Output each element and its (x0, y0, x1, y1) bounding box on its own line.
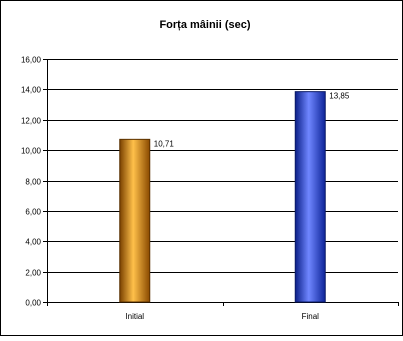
data-label-initial: 10,71 (154, 139, 175, 148)
data-label-final: 13,85 (329, 92, 350, 101)
x-tick-label: Final (302, 312, 320, 321)
y-tick-label: 12,00 (21, 117, 42, 126)
labels: 0,00 2,00 4,00 6,00 8,00 10,00 12,00 14,00 16,00… (21, 56, 350, 322)
axes (43, 59, 399, 306)
gridlines (47, 59, 398, 273)
y-tick-label: 14,00 (21, 86, 42, 95)
bar-final (294, 91, 326, 303)
y-tick-label: 16,00 (21, 56, 42, 65)
chart-title: Forța mâinii (sec) (159, 19, 250, 31)
y-tick-label: 4,00 (25, 238, 41, 247)
bar-initial (119, 138, 151, 303)
y-tick-label: 0,00 (25, 299, 41, 308)
y-tick-label: 10,00 (21, 147, 42, 156)
y-tick-label: 2,00 (25, 269, 41, 278)
y-tick-label: 8,00 (25, 178, 41, 187)
x-tick-label: Initial (125, 312, 144, 321)
bars (119, 91, 326, 303)
y-tick-label: 6,00 (25, 208, 41, 217)
